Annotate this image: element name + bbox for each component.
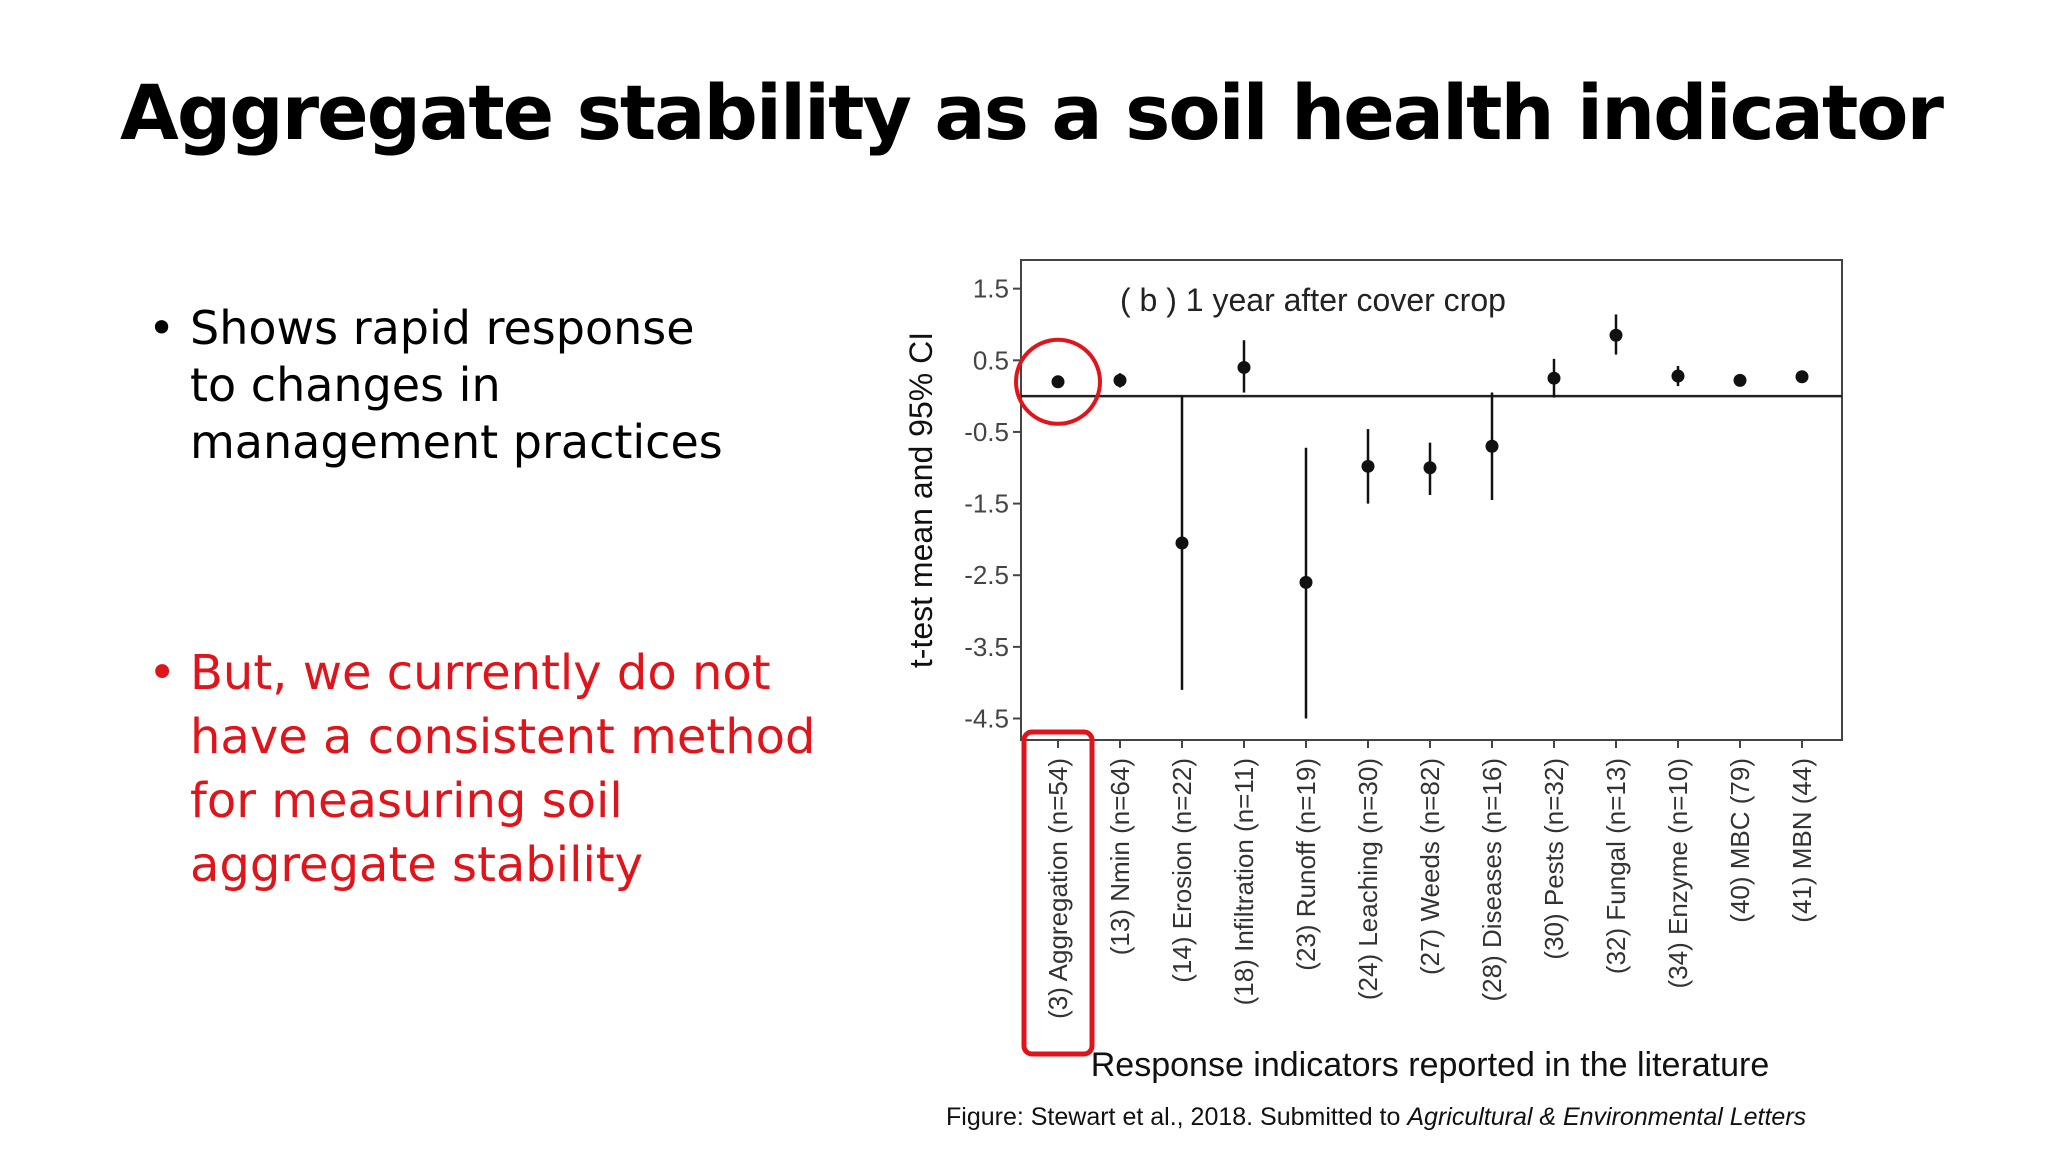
y-tick-label: 1.5	[973, 274, 1009, 304]
bullet-text: But, we currently do not have a consiste…	[190, 645, 816, 893]
x-tick-label: (24) Leaching (n=30)	[1353, 758, 1383, 1000]
x-tick-label: (30) Pests (n=32)	[1539, 758, 1569, 960]
highlight-circle	[1014, 337, 1102, 426]
y-tick-label: -3.5	[964, 632, 1009, 662]
y-tick-label: -0.5	[964, 417, 1009, 447]
y-tick-label: -1.5	[964, 489, 1009, 519]
data-point	[1795, 370, 1809, 384]
figure: 1.5 0.5 -0.5 -1.5 -2.5 -3.5 -4.5 t-test mean an…	[880, 240, 1880, 1090]
x-tick-label: (40) MBC (79)	[1725, 758, 1755, 923]
bullet-item: • Shows rapid response to changes in man…	[148, 300, 848, 471]
data-point	[1547, 371, 1561, 385]
data-point	[1113, 373, 1127, 387]
x-tick-label: (41) MBN (44)	[1787, 758, 1817, 923]
figure-caption: Figure: Stewart et al., 2018. Submitted …	[946, 1103, 1806, 1132]
y-tick-label: -2.5	[964, 560, 1009, 590]
slide-title: Aggregate stability as a soil health ind…	[120, 68, 1944, 157]
x-tick-label: (28) Diseases (n=16)	[1477, 758, 1507, 1002]
x-tick-label: (23) Runoff (n=19)	[1291, 758, 1321, 971]
x-tick-label: (14) Erosion (n=22)	[1167, 758, 1197, 983]
highlight-box	[1021, 729, 1095, 1057]
caption-prefix: Figure: Stewart et al., 2018. Submitted …	[946, 1103, 1408, 1131]
data-point	[1051, 375, 1065, 389]
data-point	[1237, 360, 1251, 374]
y-tick-label: -4.5	[964, 704, 1009, 734]
y-axis-label: t-test mean and 95% CI	[903, 332, 939, 668]
x-tick-label: (18) Infiltration (n=11)	[1229, 758, 1259, 1005]
data-point	[1299, 575, 1313, 589]
data-point	[1671, 369, 1685, 383]
x-tick-label: (34) Enzyme (n=10)	[1663, 758, 1693, 988]
bullet-dot: •	[148, 301, 176, 355]
chart-title: ( b ) 1 year after cover crop	[1120, 282, 1506, 318]
data-point	[1733, 373, 1747, 387]
x-tick-label: (13) Nmin (n=64)	[1105, 758, 1135, 955]
x-tick-label: (32) Fungal (n=13)	[1601, 758, 1631, 974]
data-point	[1175, 536, 1189, 550]
plot-frame	[1020, 259, 1843, 741]
data-point	[1423, 461, 1437, 475]
x-tick-label: (27) Weeds (n=82)	[1415, 758, 1445, 975]
bullet-text: Shows rapid response to changes in manag…	[190, 301, 723, 469]
caption-journal: Agricultural & Environmental Letters	[1407, 1103, 1807, 1131]
x-axis-label: Response indicators reported in the lite…	[1091, 1046, 1770, 1084]
data-point	[1485, 439, 1499, 453]
effect-size-chart: 1.5 0.5 -0.5 -1.5 -2.5 -3.5 -4.5 t-test mean an…	[903, 259, 1843, 1084]
y-tick-label: 0.5	[973, 345, 1009, 375]
bullet-item-highlight: • But, we currently do not have a consis…	[148, 641, 848, 897]
data-point	[1361, 459, 1375, 473]
bullet-list: • Shows rapid response to changes in man…	[148, 300, 848, 897]
x-tick-label: (3) Aggregation (n=54)	[1043, 758, 1073, 1019]
data-point	[1609, 328, 1623, 342]
bullet-dot: •	[148, 645, 177, 701]
